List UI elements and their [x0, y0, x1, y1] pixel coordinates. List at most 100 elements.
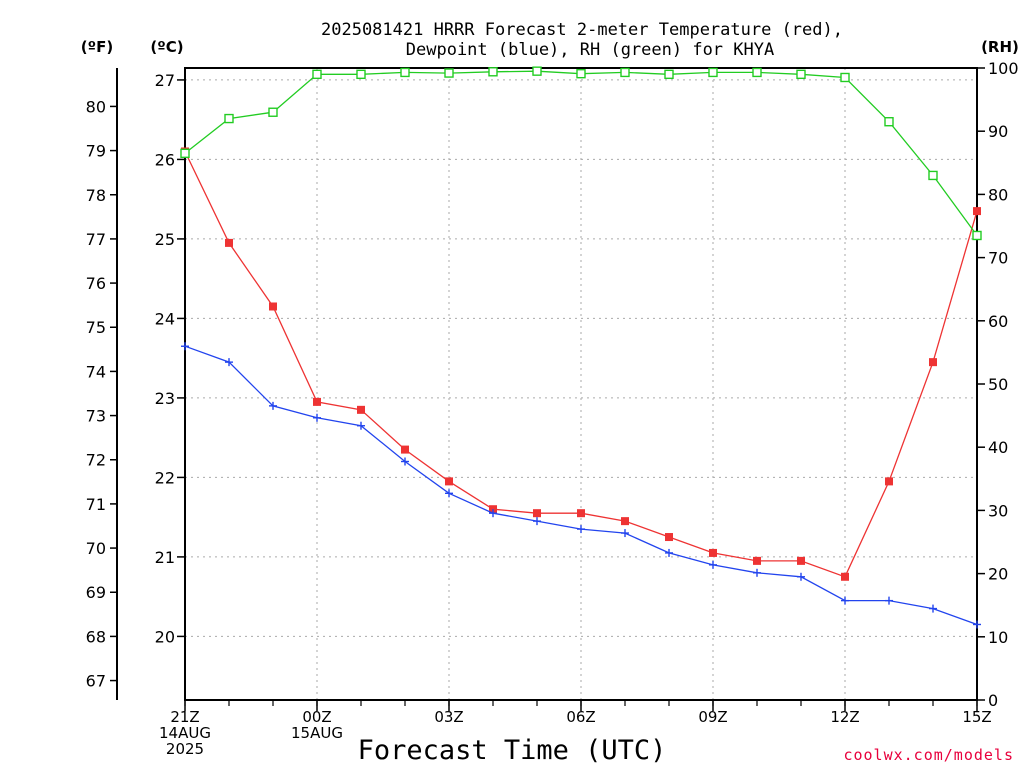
fahrenheit-tick-label: 75 [86, 318, 106, 337]
dewpoint-point [885, 596, 893, 605]
rh-point [752, 67, 762, 78]
fahrenheit-tick-label: 79 [86, 142, 106, 161]
x-tick-label: 00Z [302, 708, 331, 726]
rh-axis-unit: (RH) [981, 38, 1019, 56]
rh-tick-label: 60 [988, 312, 1008, 331]
x-tick-label: 21Z [170, 708, 199, 726]
dewpoint-point [929, 604, 937, 613]
temperature-point [401, 445, 409, 454]
rh-point [224, 113, 234, 124]
celsius-tick-label: 22 [155, 468, 175, 487]
rh-point [972, 230, 982, 241]
x-tick-label: 15AUG [291, 724, 343, 742]
temperature-point [973, 207, 981, 216]
celsius-tick-label: 23 [155, 389, 175, 408]
temperature-point [709, 548, 717, 557]
fahrenheit-tick-label: 68 [86, 627, 106, 646]
rh-tick-label: 50 [988, 375, 1008, 394]
dewpoint-point [709, 560, 717, 569]
rh-point [840, 72, 850, 83]
fahrenheit-tick-label: 72 [86, 451, 106, 470]
axes: 20 21 22 23 24 25 26 27 67 68 69 70 71 72 73 74 75 76 77 78… [86, 59, 1019, 758]
rh-point [928, 170, 938, 181]
x-tick-label: 06Z [566, 708, 595, 726]
rh-point [180, 148, 190, 159]
dewpoint-point [621, 529, 629, 538]
temperature-point [533, 509, 541, 518]
fahrenheit-tick-label: 70 [86, 539, 106, 558]
temperature-point [929, 358, 937, 367]
x-tick-label: 09Z [698, 708, 727, 726]
fahrenheit-tick-label: 78 [86, 186, 106, 205]
rh-point [532, 66, 542, 76]
x-tick-label: 15Z [962, 708, 991, 726]
rh-tick-label: 70 [988, 249, 1008, 268]
temperature-point [313, 397, 321, 406]
rh-point [884, 117, 894, 127]
rh-point [708, 67, 718, 78]
chart-title-line-1: 2025081421 HRRR Forecast 2-meter Tempera… [321, 20, 843, 40]
fahrenheit-tick-label: 71 [86, 495, 106, 514]
dewpoint-point [269, 401, 277, 410]
series-layer [180, 66, 982, 629]
dewpoint-point [753, 568, 761, 577]
fahrenheit-tick-label: 69 [86, 583, 106, 602]
dewpoint-point [401, 457, 409, 466]
rh-tick-label: 100 [988, 59, 1019, 78]
rh-point [664, 69, 674, 80]
rh-point [620, 67, 630, 78]
celsius-tick-label: 21 [155, 548, 175, 567]
x-axis-label: Forecast Time (UTC) [358, 735, 667, 766]
celsius-tick-label: 26 [155, 150, 175, 169]
rh-point [444, 68, 454, 78]
rh-tick-label: 0 [988, 691, 998, 710]
fahrenheit-tick-label: 77 [86, 230, 106, 249]
temperature-point [753, 556, 761, 565]
dewpoint-point [665, 548, 673, 557]
fahrenheit-tick-label: 67 [86, 672, 106, 691]
plot-frame [184, 67, 978, 701]
rh-point [356, 69, 366, 80]
rh-point [312, 69, 322, 80]
x-tick-label: 2025 [166, 740, 204, 758]
temperature-point [357, 405, 365, 414]
dewpoint-point [841, 596, 849, 605]
credit-text: coolwx.com/models [843, 746, 1014, 764]
x-tick-label: 03Z [434, 708, 463, 726]
rh-tick-label: 90 [988, 122, 1008, 141]
temperature-point [577, 509, 585, 518]
celsius-tick-label: 24 [155, 309, 175, 328]
dewpoint-point [533, 517, 541, 526]
temperature-point [797, 556, 805, 565]
rh-point [488, 67, 498, 77]
celsius-axis-unit: (ºC) [150, 38, 183, 56]
dewpoint-point [973, 620, 981, 629]
celsius-tick-label: 20 [155, 627, 175, 646]
rh-tick-label: 10 [988, 628, 1008, 647]
dewpoint-point [577, 525, 585, 534]
temperature-point [269, 302, 277, 311]
temperature-point [445, 477, 453, 486]
chart-title-line-2: Dewpoint (blue), RH (green) for KHYA [406, 40, 774, 60]
dewpoint-point [357, 421, 365, 430]
fahrenheit-tick-label: 80 [86, 97, 106, 116]
x-tick-label: 12Z [830, 708, 859, 726]
temperature-point [665, 533, 673, 542]
grid-lines [185, 68, 977, 700]
celsius-tick-label: 27 [155, 71, 175, 90]
dewpoint-point [225, 358, 233, 367]
fahrenheit-tick-label: 76 [86, 274, 106, 293]
temperature-point [885, 477, 893, 486]
rh-point [268, 107, 278, 117]
temperature-point [621, 517, 629, 526]
rh-tick-label: 20 [988, 565, 1008, 584]
fahrenheit-axis-unit: (ºF) [81, 38, 113, 56]
rh-point [576, 68, 586, 79]
fahrenheit-tick-label: 74 [86, 362, 106, 381]
dewpoint-point [489, 509, 497, 518]
rh-point [796, 69, 806, 80]
rh-tick-label: 80 [988, 185, 1008, 204]
fahrenheit-tick-label: 73 [86, 407, 106, 426]
celsius-tick-label: 25 [155, 230, 175, 249]
